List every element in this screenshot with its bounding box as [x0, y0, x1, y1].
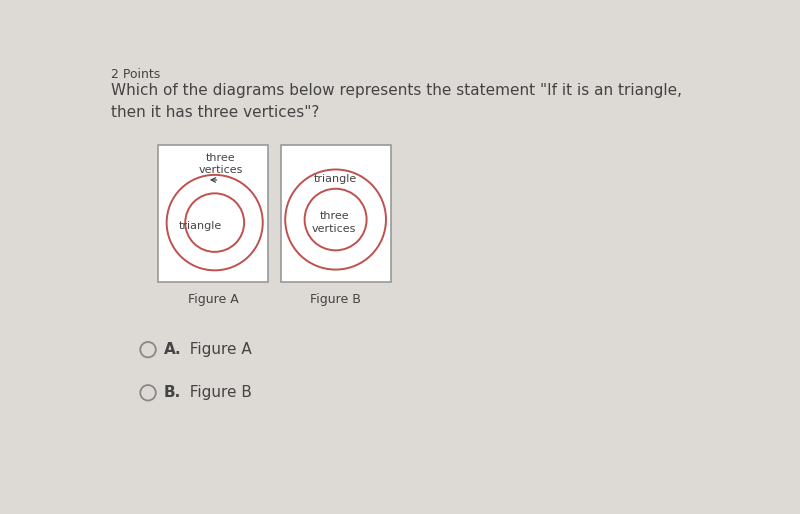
Bar	[158, 145, 268, 282]
Bar	[281, 145, 390, 282]
Text: Figure A: Figure A	[180, 342, 251, 357]
Text: Figure B: Figure B	[310, 292, 361, 306]
Text: Figure A: Figure A	[188, 292, 238, 306]
Text: Which of the diagrams below represents the statement "If it is an triangle,
then: Which of the diagrams below represents t…	[111, 83, 682, 120]
Text: 2 Points: 2 Points	[111, 68, 160, 81]
Text: triangle: triangle	[179, 222, 222, 231]
Text: three
vertices: three vertices	[198, 153, 243, 175]
Text: three
vertices: three vertices	[312, 211, 356, 234]
Text: Figure B: Figure B	[180, 386, 252, 400]
Text: A.: A.	[163, 342, 181, 357]
Text: triangle: triangle	[314, 174, 358, 185]
Text: B.: B.	[163, 386, 181, 400]
